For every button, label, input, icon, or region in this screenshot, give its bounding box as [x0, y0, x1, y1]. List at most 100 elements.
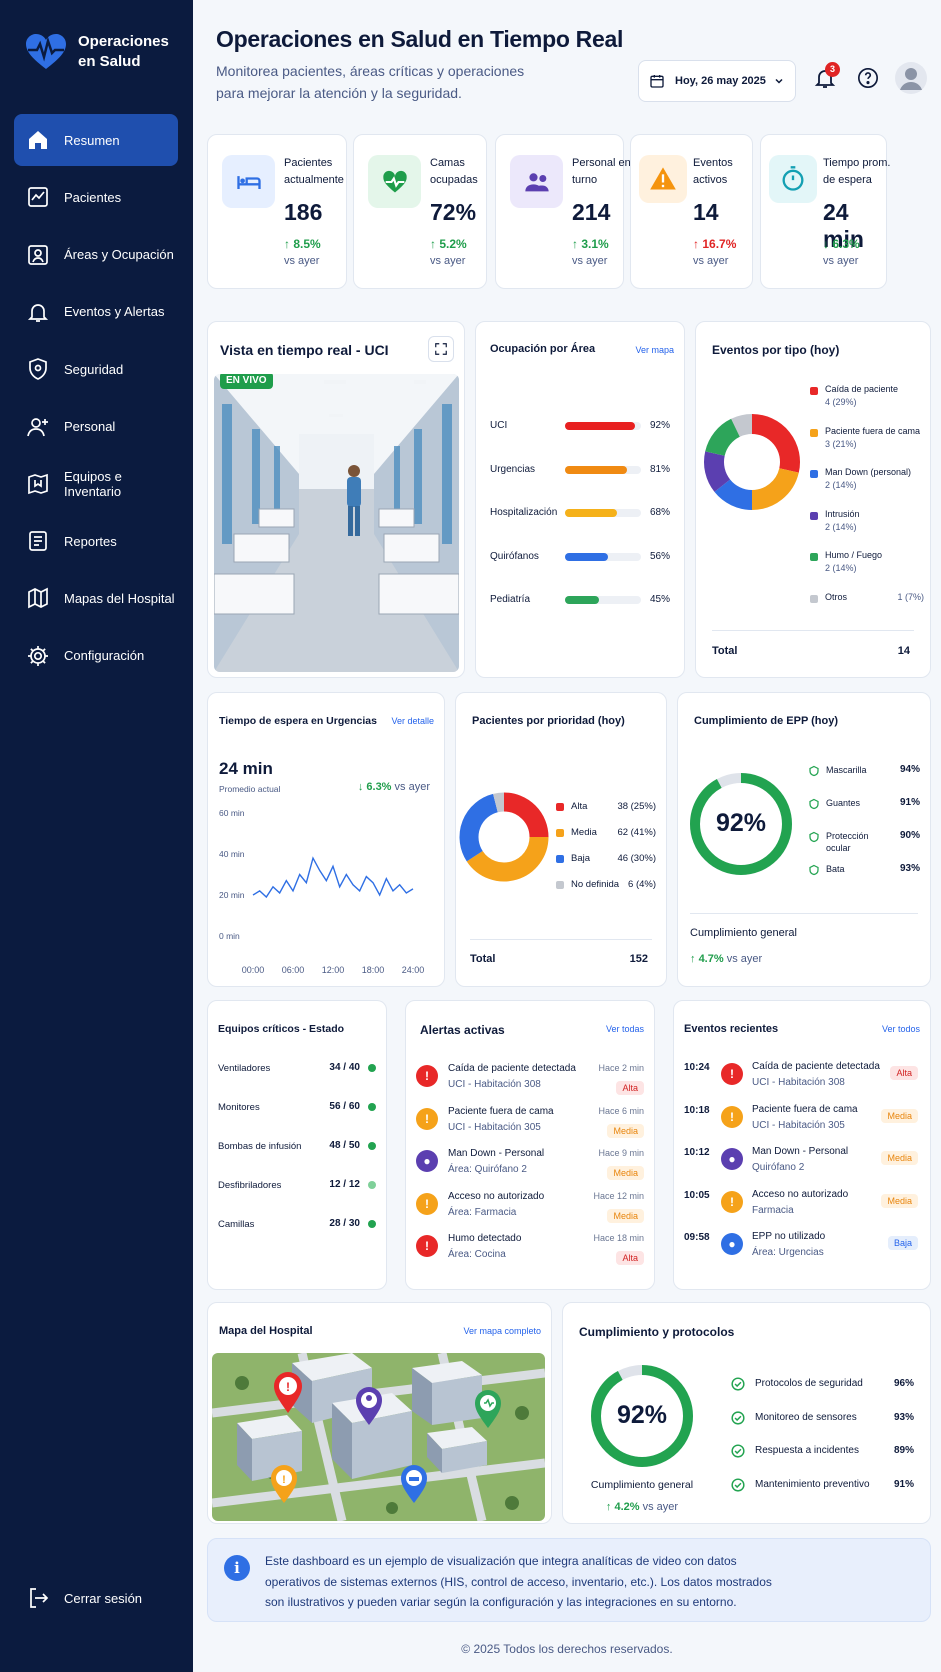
alert-location: UCI - Habitación 308 — [448, 1079, 541, 1090]
recent-event-item[interactable]: 10:24! Caída de paciente detectada UCI - H… — [684, 1059, 920, 1099]
sidebar-item-reportes[interactable]: Reportes — [14, 515, 178, 567]
sidebar-item-áreas-y-ocupación[interactable]: Áreas y Ocupación — [14, 229, 178, 281]
recent-event-item[interactable]: 10:18! Paciente fuera de cama UCI - Habita… — [684, 1102, 920, 1142]
sidebar: Operaciones en Salud Resumen Pacientes Áre… — [0, 0, 193, 1672]
app-logo[interactable]: Operaciones en Salud — [25, 32, 178, 72]
y-tick-label: 20 min — [219, 890, 245, 900]
home-icon — [29, 131, 47, 149]
expand-button[interactable] — [428, 336, 454, 362]
equipment-card: Equipos críticos - Estado Ventiladores 34… — [207, 1000, 387, 1290]
kpi-delta-value: 6.3% — [832, 237, 860, 251]
kpi-value: 24 min — [823, 199, 864, 252]
hospital-map-view[interactable]: ! ! — [212, 1353, 545, 1521]
wait-detail-link[interactable]: Ver detalle — [391, 716, 434, 726]
sidebar-item-label: Seguridad — [64, 361, 124, 377]
warning-tile — [639, 155, 687, 203]
legend-label: Humo / Fuego — [825, 550, 883, 560]
severity-label: Baja — [887, 1236, 918, 1250]
occupancy-pct: 45% — [649, 594, 670, 605]
alert-title: Humo detectado — [448, 1233, 522, 1244]
wait-delta-value: 6.3% — [366, 781, 392, 793]
sidebar-item-label: Pacientes — [64, 189, 122, 205]
check-circle-icon — [731, 1377, 745, 1391]
alert-time: Hace 18 min — [593, 1233, 644, 1243]
legend-swatch — [556, 881, 564, 889]
recent-event-item[interactable]: 09:58 ● EPP no utilizado Área: Urgencias Baj… — [684, 1229, 920, 1269]
kpi-value: 186 — [284, 199, 323, 225]
people-icon — [524, 172, 549, 191]
sidebar-item-equipos-e-inventario[interactable]: Equipos e Inventario — [14, 458, 178, 510]
warning-icon: ! — [721, 1063, 743, 1085]
wait-title: Tiempo de espera en Urgencias — [219, 715, 377, 727]
alert-item[interactable]: ● Man Down - Personal Área: Quirófano 2 Hac… — [416, 1146, 644, 1186]
sidebar-item-eventos-y-alertas[interactable]: Eventos y Alertas — [14, 286, 178, 338]
kpi-vs: vs ayer — [572, 255, 608, 267]
legend-value: 6 (4%) — [628, 879, 656, 890]
alert-item[interactable]: ! Acceso no autorizado Área: Farmacia Hace … — [416, 1189, 644, 1229]
map-full-link[interactable]: Ver mapa completo — [463, 1326, 541, 1336]
occupancy-pct: 68% — [649, 507, 670, 518]
area-icon — [28, 244, 48, 265]
severity-badge: Media — [881, 1191, 918, 1209]
severity-label: Media — [607, 1208, 644, 1223]
logout-button[interactable]: Cerrar sesión — [14, 1572, 178, 1624]
timer-icon — [782, 166, 804, 191]
glove-icon — [809, 798, 819, 810]
protocol-item: Protocolos de seguridad 96% — [731, 1377, 914, 1393]
epp-item: Mascarilla 94% — [808, 763, 920, 791]
epp-delta-vs: vs ayer — [726, 953, 763, 965]
kpi-delta: ↑ 16.7% — [693, 237, 736, 251]
epp-item-pct: 90% — [899, 830, 920, 841]
wait-time-card: Tiempo de espera en Urgencias Ver detall… — [207, 692, 445, 987]
occupancy-area-label: Urgencias — [490, 463, 536, 475]
person-icon: ● — [416, 1150, 438, 1172]
sidebar-item-pacientes[interactable]: Pacientes — [14, 171, 178, 223]
map-icon — [28, 588, 48, 609]
page-subtitle: Monitorea pacientes, áreas críticas y op… — [216, 63, 525, 101]
heart-pulse-tile — [368, 155, 421, 208]
icu-camera-feed[interactable]: EN VIVO — [214, 374, 459, 672]
sidebar-item-mapas-del-hospital[interactable]: Mapas del Hospital — [14, 572, 178, 624]
alerts-card: Alertas activas Ver todas ! Caída de paci… — [405, 1000, 655, 1290]
ring-progress — [591, 1365, 693, 1467]
x-tick-label: 24:00 — [402, 965, 425, 975]
map-pin-bed-icon — [401, 1465, 427, 1503]
occupancy-bar-fill — [565, 509, 617, 517]
sidebar-item-resumen[interactable]: Resumen — [14, 114, 178, 166]
kpi-delta-value: 5.2% — [439, 237, 467, 251]
recent-event-item[interactable]: 10:05! Acceso no autorizado Farmacia Media — [684, 1187, 920, 1227]
inventory-icon — [28, 473, 48, 494]
alert-item[interactable]: ! Caída de paciente detectada UCI - Habita… — [416, 1061, 644, 1101]
severity-label: Media — [881, 1193, 918, 1208]
alerts-view-all-link[interactable]: Ver todas — [605, 1024, 644, 1034]
hospital-map-card: Mapa del Hospital Ver mapa completo ! ! — [207, 1302, 552, 1524]
occupancy-map-link[interactable]: Ver mapa — [635, 345, 674, 355]
equipment-row: Ventiladores 34 / 40 — [218, 1061, 376, 1077]
recent-view-all-link[interactable]: Ver todos — [881, 1024, 920, 1034]
sidebar-item-configuración[interactable]: Configuración — [14, 630, 178, 682]
check-circle-icon — [731, 1410, 745, 1425]
alert-item[interactable]: ! Humo detectado Área: Cocina Hace 18 min Al… — [416, 1231, 644, 1271]
occupancy-bar-track — [565, 422, 641, 430]
legend-label: Media — [571, 827, 597, 838]
recent-event-item[interactable]: 10:12 ● Man Down - Personal Quirófano 2 Medi… — [684, 1144, 920, 1184]
gear-icon — [28, 645, 48, 666]
donut-slice-baja — [459, 793, 499, 862]
user-avatar[interactable] — [895, 62, 927, 94]
sidebar-item-seguridad[interactable]: Seguridad — [14, 343, 178, 395]
alert-title: Paciente fuera de cama — [448, 1105, 554, 1117]
alert-item[interactable]: ! Paciente fuera de cama UCI - Habitación … — [416, 1104, 644, 1144]
help-icon[interactable] — [857, 67, 879, 89]
protocols-value: 92% — [616, 1401, 668, 1429]
date-picker[interactable]: Hoy, 26 may 2025 — [638, 60, 796, 102]
alert-time: Hace 6 min — [598, 1105, 644, 1116]
legend-swatch — [810, 553, 818, 561]
warning-icon: ! — [721, 1190, 743, 1213]
event-location: Farmacia — [752, 1204, 794, 1216]
warning-icon: ! — [416, 1065, 438, 1087]
equipment-row: Monitores 56 / 60 — [218, 1100, 376, 1116]
equipment-value: 28 / 30 — [329, 1218, 360, 1229]
notifications-count: 3 — [825, 62, 840, 77]
arrow-down-icon: ↓ — [823, 237, 833, 251]
sidebar-item-personal[interactable]: Personal — [14, 401, 178, 453]
